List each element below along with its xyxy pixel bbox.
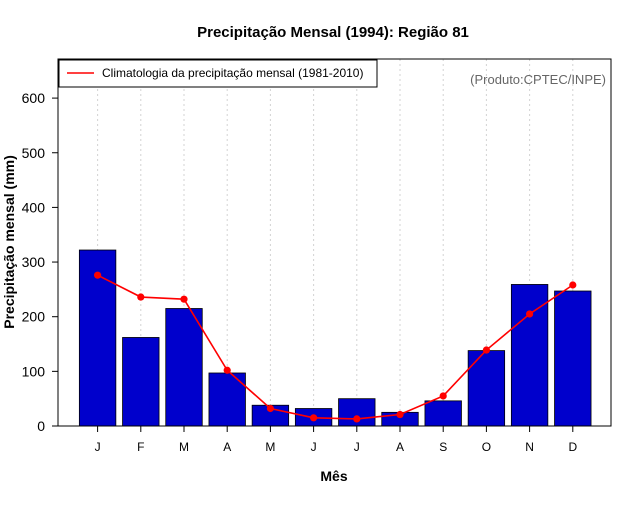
y-tick-label: 400 (22, 199, 46, 215)
x-tick-label: A (396, 440, 404, 454)
y-tick-label: 200 (22, 309, 46, 325)
climatology-point-5 (266, 404, 274, 413)
chart-title: Precipitação Mensal (1994): Região 81 (197, 24, 469, 41)
credit-text: (Produto:CPTEC/INPE) (470, 72, 606, 87)
y-tick-label: 0 (37, 418, 45, 434)
x-tick-label: S (439, 440, 447, 454)
x-tick-label: M (265, 440, 275, 454)
climatology-point-9 (439, 392, 447, 400)
y-axis: 0 100 200 300 400 500 600 (22, 90, 58, 434)
bar-f-2 (122, 337, 160, 427)
x-tick-label: A (223, 440, 231, 454)
y-tick-label: 500 (22, 145, 46, 161)
x-axis-label: Mês (320, 468, 347, 484)
bar-m-3 (165, 308, 203, 427)
climatology-point-10 (482, 346, 490, 354)
climatology-series-line (97, 274, 574, 420)
bar-o-10 (467, 350, 506, 427)
climatology-point-4 (223, 366, 231, 374)
bar-s-9 (424, 400, 462, 427)
climatology-point-12 (569, 281, 577, 289)
bar-n-11 (510, 284, 549, 427)
y-tick-label: 300 (22, 254, 46, 270)
legend-box (58, 59, 378, 88)
x-tick-label: M (179, 440, 189, 454)
x-tick-label: J (311, 440, 317, 454)
climatology-point-2 (137, 293, 145, 301)
climatology-point-3 (180, 295, 188, 303)
bar-d-12 (554, 290, 592, 427)
climatology-line (94, 271, 577, 423)
x-tick-label: N (525, 440, 534, 454)
x-tick-label: J (95, 440, 101, 454)
legend-label: Climatologia da precipitação mensal (198… (102, 66, 363, 80)
legend: Climatologia da precipitação mensal (198… (58, 59, 378, 88)
climatology-point-11 (526, 310, 534, 318)
bar-j-1 (78, 249, 117, 427)
plot-frame (57, 58, 612, 427)
x-tick-label: D (568, 440, 577, 454)
climatology-point-1 (94, 271, 102, 279)
climatology-point-8 (396, 410, 404, 419)
climatology-point-6 (310, 414, 318, 422)
y-axis-label: Precipitação mensal (mm) (1, 155, 17, 329)
climatology-point-7 (353, 415, 361, 423)
x-tick-label: J (354, 440, 360, 454)
y-tick-label: 600 (22, 90, 46, 106)
x-tick-label: F (137, 440, 144, 454)
y-tick-label: 100 (22, 363, 46, 379)
bars (78, 249, 592, 427)
x-tick-label: O (482, 440, 491, 454)
